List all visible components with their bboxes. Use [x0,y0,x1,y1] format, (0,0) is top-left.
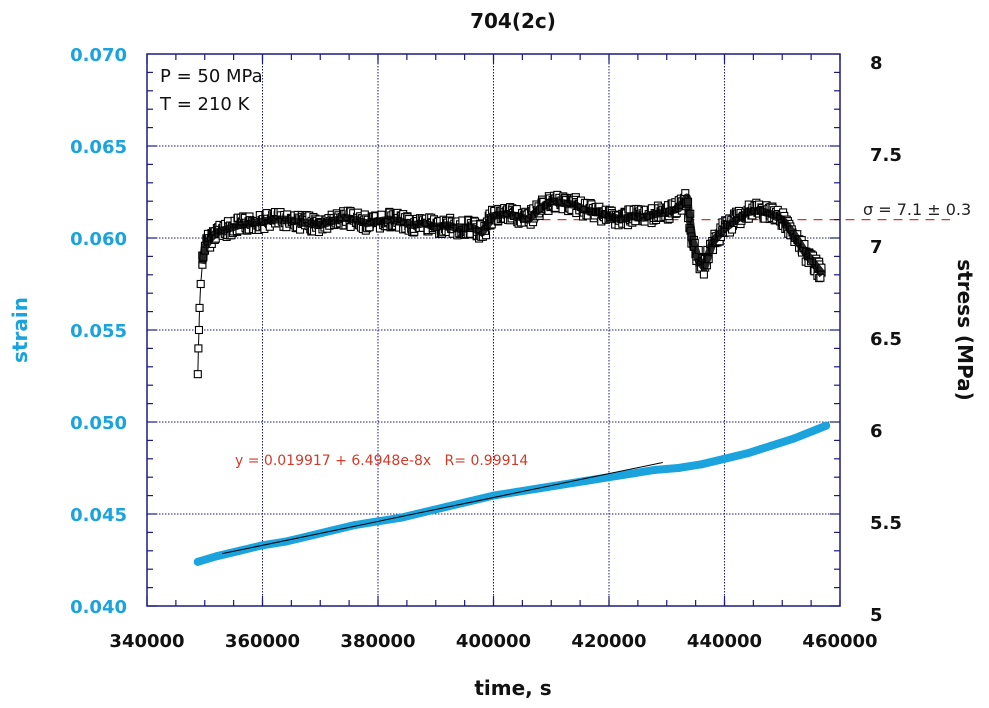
x-tick-label: 340000 [109,631,184,652]
stress-band [198,193,826,278]
strain-point [628,469,637,478]
y-left-axis-label: strain [8,297,32,363]
x-tick-label: 380000 [340,631,415,652]
stress-series [193,189,826,379]
fit-line [221,462,663,555]
strain-point [193,557,202,566]
sigma-label: σ = 7.1 ± 0.3 [863,200,971,219]
strain-point [651,465,660,474]
strain-point [822,421,831,430]
y-right-tick-label: 8 [870,53,883,74]
x-axis-label: time, s [474,676,551,700]
y-right-axis-label: stress (MPa) [953,259,977,400]
strain-point [281,537,290,546]
y-left-tick-label: 0.055 [70,321,127,342]
y-right-tick-label: 6.5 [870,329,902,350]
x-tick-label: 360000 [225,631,300,652]
strain-point [466,497,475,506]
y-left-tick-label: 0.040 [70,597,127,618]
strain-point [789,434,798,443]
y-right-tick-label: 5.5 [870,513,902,534]
fit-line-layer [221,462,663,555]
stress-point [195,303,204,312]
tick-marks [146,54,841,607]
stress-point [194,325,204,335]
y-left-tick-label: 0.065 [70,137,127,158]
y-right-tick-label: 5 [870,605,883,626]
y-left-tick-label: 0.050 [70,413,127,434]
chart-title: 704(2c) [470,9,556,33]
strain-point [697,460,706,469]
strain-point [605,473,613,482]
y-left-tick-label: 0.060 [70,229,127,250]
temperature-annotation: T = 210 K [159,94,251,115]
strain-point [743,449,752,458]
y-right-tick-label: 7.5 [870,145,902,166]
strain-point [766,441,775,450]
strain-point [720,454,729,463]
x-tick-label: 460000 [802,631,877,652]
strain-point [674,464,683,472]
strain-point [235,546,244,555]
stress-point [193,370,202,379]
pressure-annotation: P = 50 MPa [160,66,263,87]
x-tick-label: 440000 [687,631,762,652]
fit-equation-label: y = 0.019917 + 6.4948e-8x R= 0.99914 [235,453,528,469]
strain-point [558,480,567,489]
y-left-tick-label: 0.070 [70,45,127,66]
x-tick-label: 400000 [456,631,531,652]
strain-point [512,487,521,496]
stress-point [196,279,205,289]
stress-point [699,270,708,279]
tick-labels: 340000 360000 380000 400000 420000 440000 4600… [70,45,902,652]
y-right-tick-label: 7 [870,237,883,258]
strain-point [812,425,821,434]
strain-point [397,513,406,522]
strain-point [350,521,359,530]
strain-point [212,552,221,561]
y-right-tick-label: 6 [870,421,883,442]
x-tick-label: 420000 [571,631,646,652]
stress-point [194,344,203,353]
y-left-tick-label: 0.045 [70,505,127,526]
